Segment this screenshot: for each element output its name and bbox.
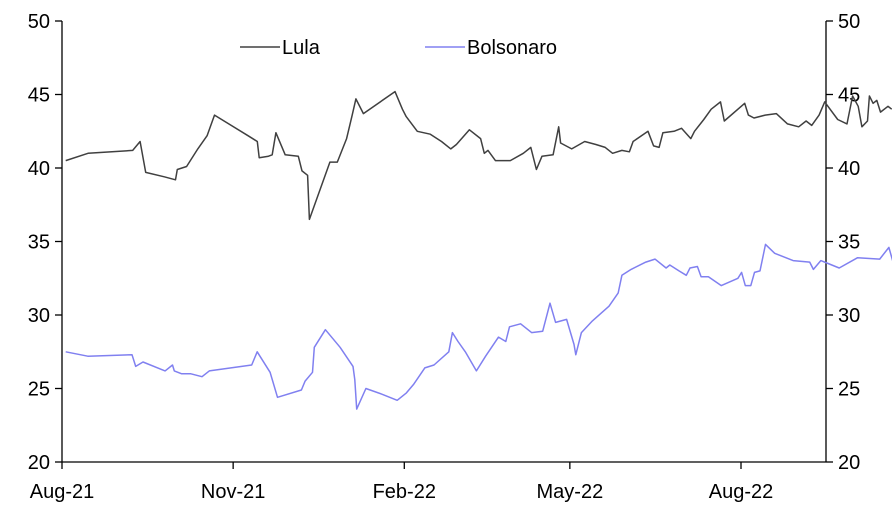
legend-label-lula: Lula — [282, 37, 321, 59]
y-tick-label-left: 45 — [28, 85, 50, 107]
y-tick-label-left: 40 — [28, 158, 50, 180]
y-tick-label-left: 20 — [28, 452, 50, 474]
legend-label-bolsonaro: Bolsonaro — [467, 37, 557, 59]
x-tick-label: Aug-21 — [30, 481, 95, 503]
y-tick-label-right: 35 — [838, 232, 860, 254]
x-tick-label: Aug-22 — [709, 481, 774, 503]
y-tick-label-right: 20 — [838, 452, 860, 474]
y-tick-label-left: 50 — [28, 11, 50, 33]
series-line-lula — [65, 90, 892, 221]
y-tick-label-left: 25 — [28, 379, 50, 401]
y-tick-label-left: 30 — [28, 305, 50, 327]
x-tick-label: Feb-22 — [373, 481, 436, 503]
y-tick-label-right: 40 — [838, 158, 860, 180]
y-tick-label-right: 50 — [838, 11, 860, 33]
y-tick-label-right: 25 — [838, 379, 860, 401]
y-tick-label-left: 35 — [28, 232, 50, 254]
series-line-bolsonaro — [65, 243, 892, 410]
chart-series — [65, 90, 892, 410]
chart-legend: Lula Bolsonaro — [240, 37, 557, 59]
x-tick-label: May-22 — [537, 481, 604, 503]
y-tick-label-right: 30 — [838, 305, 860, 327]
x-tick-label: Nov-21 — [201, 481, 265, 503]
